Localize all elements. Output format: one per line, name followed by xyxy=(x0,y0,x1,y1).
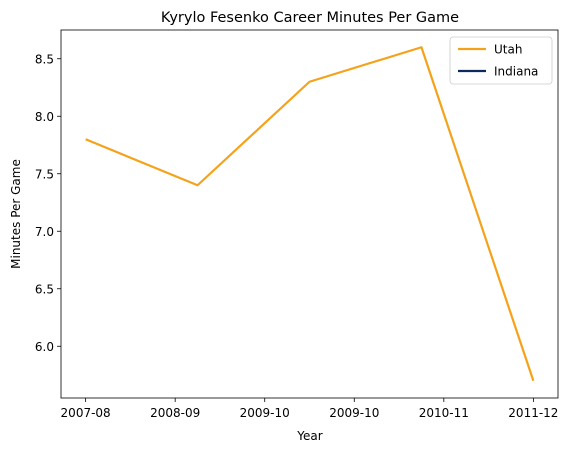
y-axis-label: Minutes Per Game xyxy=(9,159,23,269)
x-tick-label: 2009-10 xyxy=(240,406,290,420)
series-line-utah xyxy=(85,46,535,382)
x-axis-label: Year xyxy=(296,429,322,443)
plot-lines xyxy=(85,46,535,382)
y-tick-label: 6.0 xyxy=(35,340,54,354)
x-axis: 2007-08 2008-09 2009-10 2009-10 2010-11 2011-… xyxy=(61,398,558,420)
y-axis: 6.0 6.5 7.0 7.5 8.0 8.5 xyxy=(35,52,61,354)
x-tick-label: 2011-12 xyxy=(508,406,558,420)
x-tick-label: 2010-11 xyxy=(419,406,469,420)
y-tick-label: 7.0 xyxy=(35,225,54,239)
y-tick-label: 8.5 xyxy=(35,52,54,66)
x-tick-label: 2008-09 xyxy=(150,406,200,420)
legend: Utah Indiana xyxy=(449,36,553,85)
x-tick-label: 2009-10 xyxy=(329,406,379,420)
y-tick-label: 8.0 xyxy=(35,110,54,124)
legend-label-utah: Utah xyxy=(494,43,522,57)
x-tick-label: 2007-08 xyxy=(61,406,111,420)
y-tick-label: 7.5 xyxy=(35,167,54,181)
plot-frame xyxy=(60,29,559,399)
chart-title: Kyrylo Fesenko Career Minutes Per Game xyxy=(161,10,459,26)
legend-label-indiana: Indiana xyxy=(494,65,538,79)
y-tick-label: 6.5 xyxy=(35,282,54,296)
